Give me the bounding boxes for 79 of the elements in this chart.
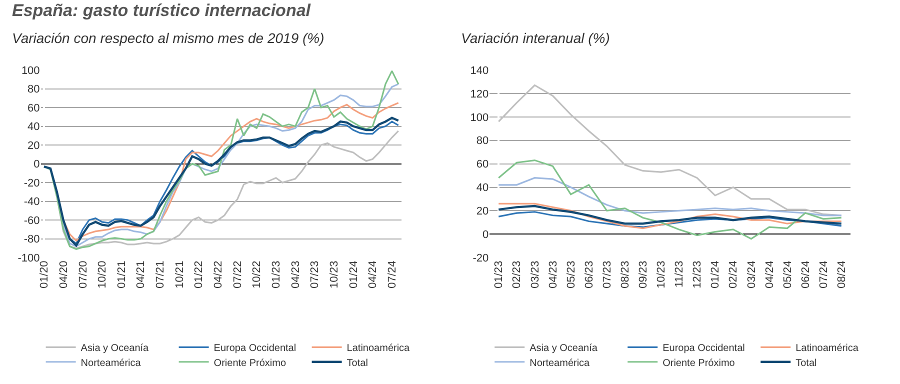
x-tick-label: 05/24 xyxy=(782,260,794,288)
x-tick-label: 01/24 xyxy=(710,260,722,288)
x-tick-label: 07/23 xyxy=(601,260,614,288)
x-tick-label: 01/22 xyxy=(193,260,206,288)
legend-label: Total xyxy=(346,358,368,369)
x-tick-label: 04/23 xyxy=(547,260,560,288)
legend-label: Oriente Próximo xyxy=(662,358,736,369)
y-tick-label: 100 xyxy=(21,64,40,77)
x-tick-label: 02/23 xyxy=(511,260,524,288)
chart-title: España: gasto turístico internacional xyxy=(12,1,312,20)
legend-label: Norteamérica xyxy=(530,358,590,369)
line-series xyxy=(498,202,842,230)
x-tick-label: 10/21 xyxy=(174,260,186,288)
y-tick-label: 40 xyxy=(28,121,40,134)
y-tick-label: 120 xyxy=(470,88,489,100)
x-tick-label: 01/23 xyxy=(270,260,283,288)
y-tick-label: -20 xyxy=(24,177,40,190)
x-tick-label: 01/24 xyxy=(348,260,360,288)
y-tick-label: 0 xyxy=(34,158,40,171)
legend-label: Asia y Oceanía xyxy=(530,343,598,354)
x-tick-label: 07/23 xyxy=(309,260,322,288)
x-tick-label: 07/20 xyxy=(77,260,90,288)
x-tick-label: 06/24 xyxy=(800,260,812,288)
x-tick-label: 02/24 xyxy=(728,260,740,288)
x-tick-label: 04/23 xyxy=(290,260,302,288)
x-tick-label: 01/21 xyxy=(116,260,128,288)
x-tick-label: 06/23 xyxy=(583,260,596,288)
x-tick-label: 07/24 xyxy=(818,260,830,288)
x-tick-label: 05/23 xyxy=(565,260,578,288)
y-tick-label: 60 xyxy=(476,158,489,171)
y-tick-label: -40 xyxy=(24,196,40,208)
line-series xyxy=(498,211,842,228)
x-tick-label: 11/23 xyxy=(674,260,686,288)
x-tick-label: 04/21 xyxy=(135,260,148,288)
x-tick-label: 04/24 xyxy=(764,260,776,288)
line-series xyxy=(498,204,842,225)
x-tick-label: 08/24 xyxy=(836,260,848,288)
x-tick-label: 03/23 xyxy=(529,260,542,288)
x-tick-label: 10/23 xyxy=(328,260,341,288)
y-tick-label: 100 xyxy=(470,112,489,124)
x-tick-label: 07/24 xyxy=(386,260,399,288)
y-tick-label: 140 xyxy=(470,64,489,77)
y-tick-label: 0 xyxy=(482,229,489,241)
y-tick-label: 20 xyxy=(28,140,40,152)
legend-label: Latinoamérica xyxy=(796,343,859,354)
x-tick-label: 08/23 xyxy=(619,260,632,288)
y-tick-label: 20 xyxy=(476,206,489,218)
x-tick-label: 10/20 xyxy=(96,260,109,288)
x-tick-label: 10/23 xyxy=(656,260,668,288)
chart-subtitle: Variación con respecto al mismo mes de 2019 (%) xyxy=(12,30,324,46)
x-tick-label: 12/23 xyxy=(692,260,704,288)
y-tick-label: -80 xyxy=(24,234,40,246)
line-series xyxy=(498,159,842,240)
y-tick-label: -100 xyxy=(18,252,40,264)
line-series xyxy=(498,177,842,216)
legend-label: Europa Occidental xyxy=(662,343,745,354)
x-tick-label: 04/24 xyxy=(367,260,380,288)
y-tick-label: -20 xyxy=(472,252,489,264)
x-tick-label: 01/23 xyxy=(493,260,506,288)
y-tick-label: 80 xyxy=(28,84,40,96)
x-tick-label: 07/21 xyxy=(154,260,167,288)
legend-label: Latinoamérica xyxy=(346,343,410,354)
x-tick-label: 04/22 xyxy=(212,260,225,288)
y-tick-label: 80 xyxy=(476,135,489,148)
legend-label: Norteamérica xyxy=(80,358,142,369)
x-tick-label: 10/22 xyxy=(251,260,264,288)
legend-label: Total xyxy=(796,358,817,369)
y-tick-label: 40 xyxy=(476,182,489,194)
legend-label: Europa Occidental xyxy=(214,343,296,354)
legend-label: Asia y Oceanía xyxy=(80,343,150,354)
x-tick-label: 01/20 xyxy=(38,260,51,288)
x-tick-label: 09/23 xyxy=(638,260,650,288)
x-tick-label: 04/20 xyxy=(58,260,70,288)
legend-label: Oriente Próximo xyxy=(214,358,286,369)
x-tick-label: 03/24 xyxy=(746,260,758,288)
x-tick-label: 07/22 xyxy=(232,260,244,288)
y-tick-label: 60 xyxy=(28,102,40,114)
chart-subtitle: Variación interanual (%) xyxy=(461,30,610,46)
y-tick-label: -60 xyxy=(24,214,40,227)
